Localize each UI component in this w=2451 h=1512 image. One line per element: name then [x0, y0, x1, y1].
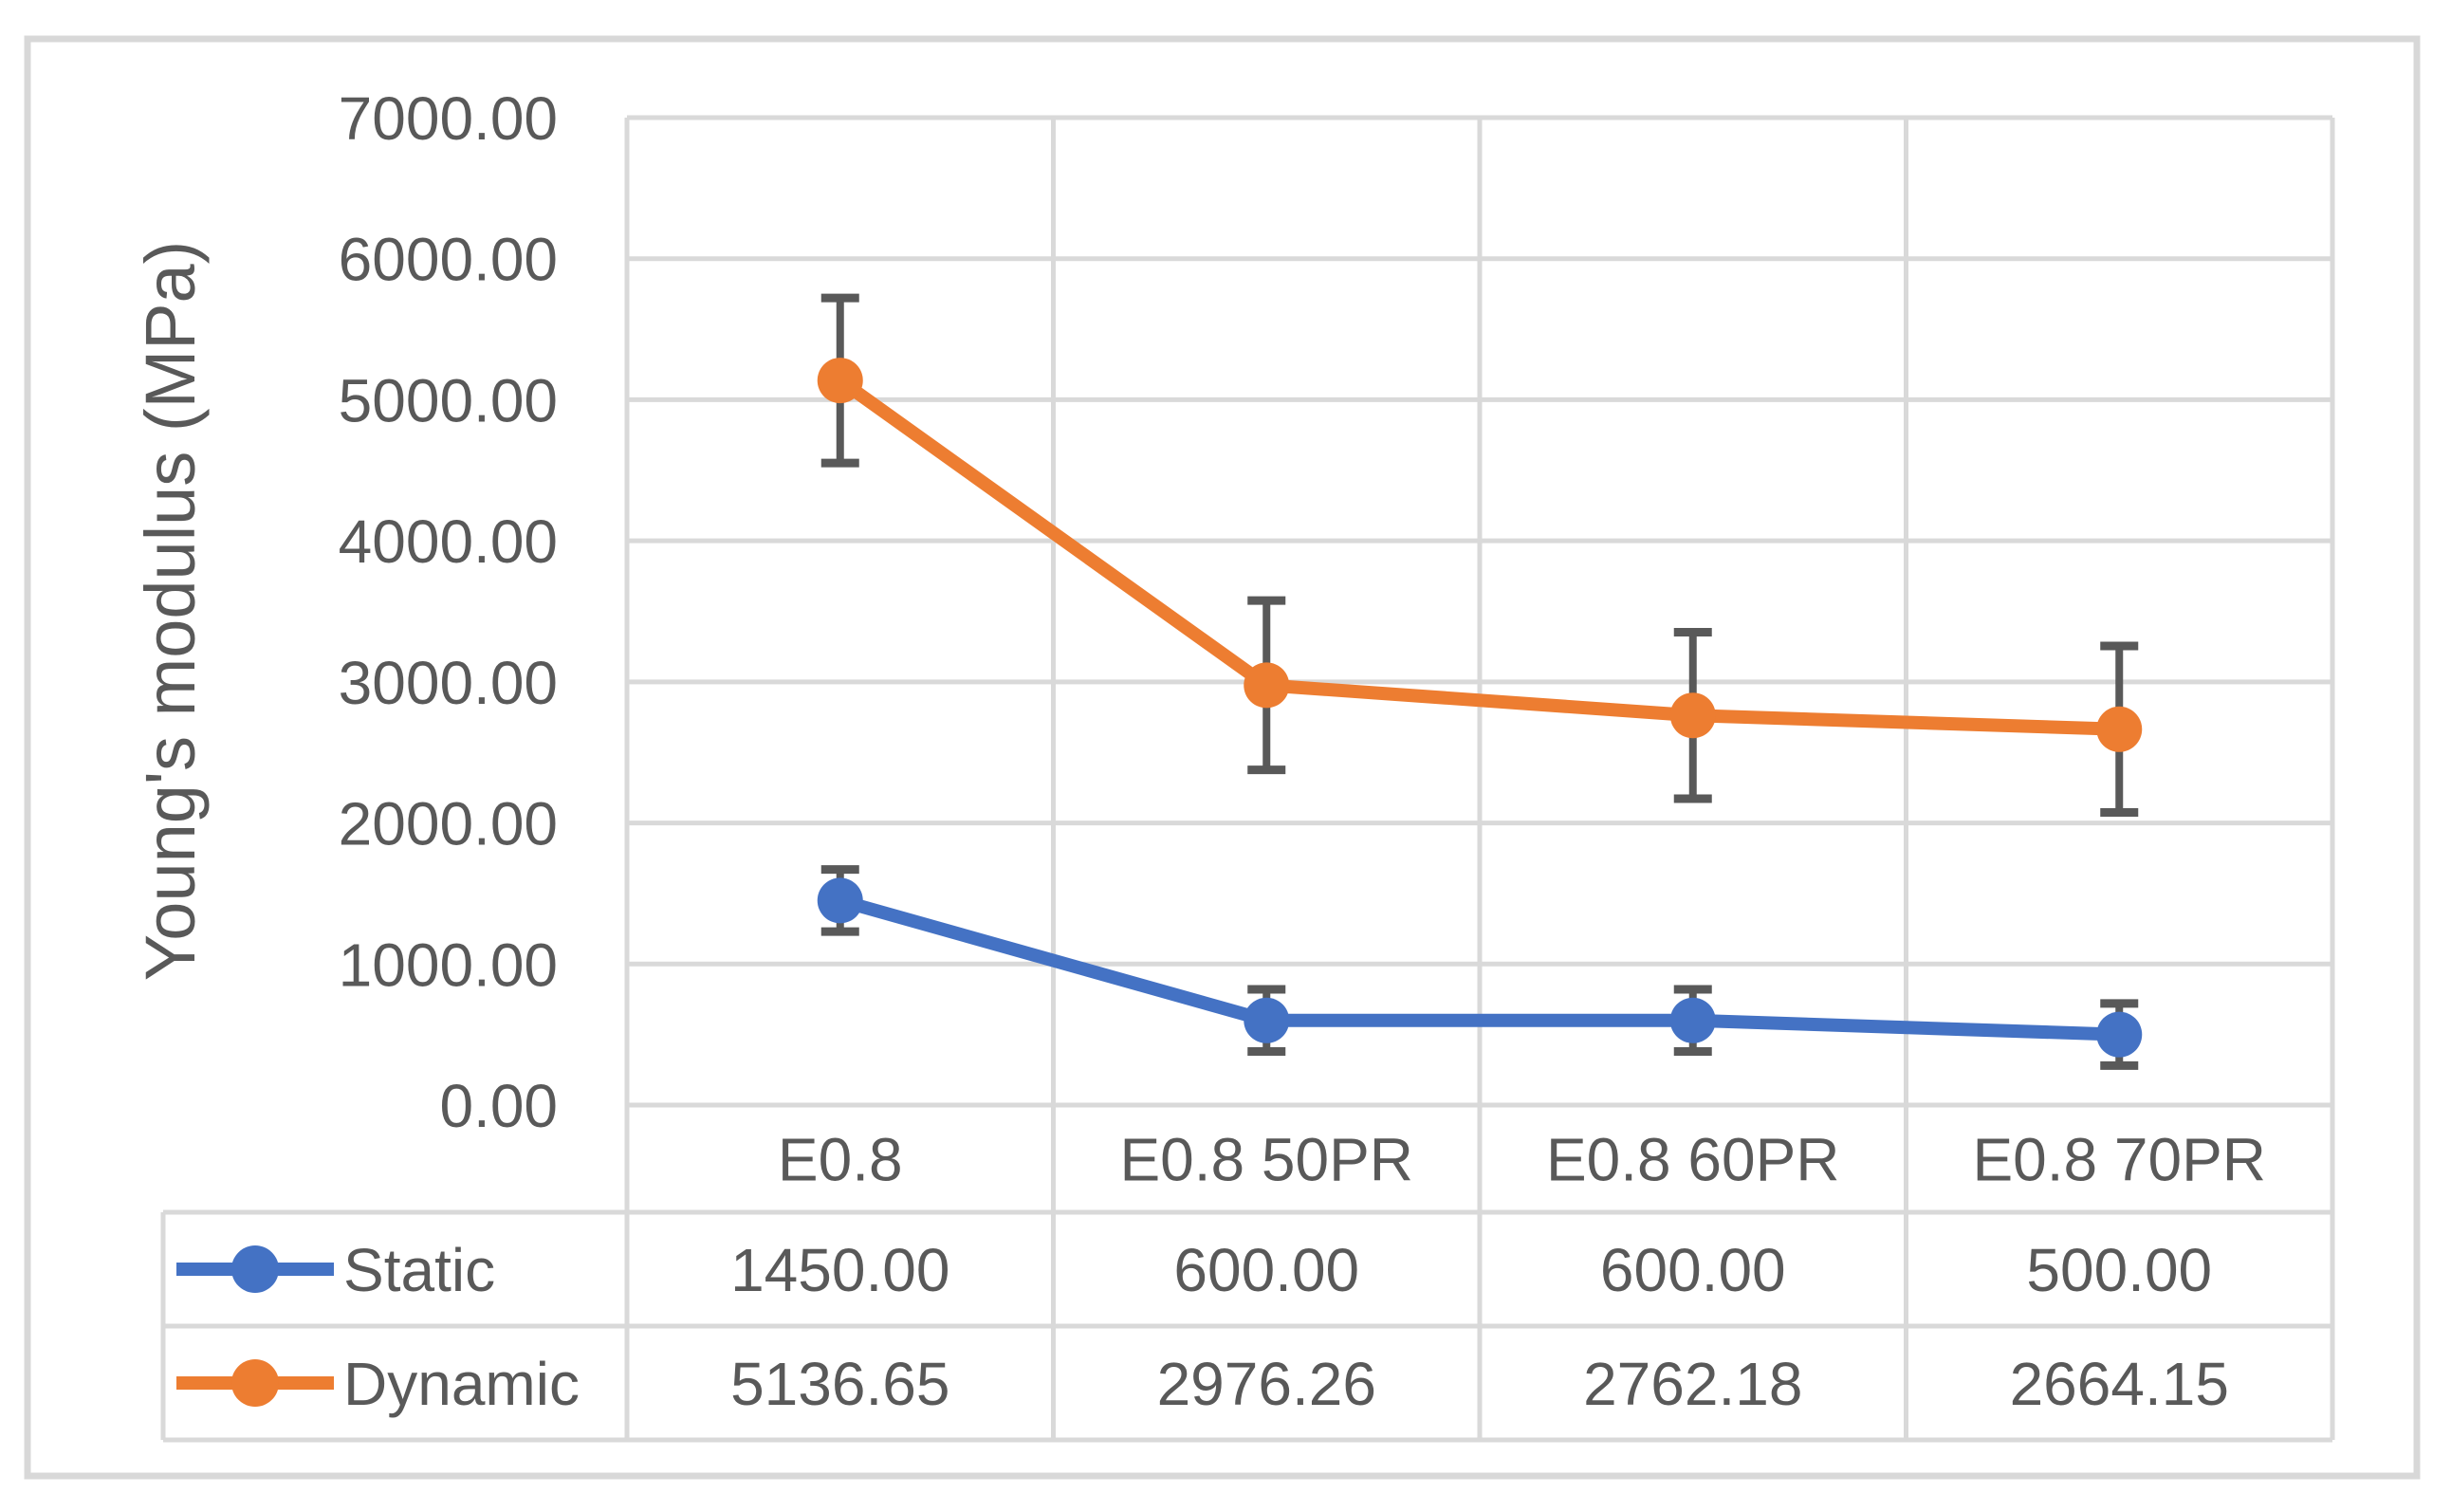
- category-label: E0.8 70PR: [1972, 1126, 2266, 1194]
- data-point-marker-dynamic: [1244, 662, 1290, 709]
- data-point-marker-static: [2096, 1011, 2143, 1058]
- data-point-marker-static: [817, 877, 863, 924]
- table-cell-value: 2976.26: [1157, 1350, 1376, 1418]
- legend-label: Static: [343, 1236, 495, 1304]
- data-point-marker-static: [1244, 997, 1290, 1043]
- table-cell-value: 1450.00: [730, 1236, 949, 1304]
- y-tick-label: 2000.00: [339, 790, 558, 858]
- y-tick-label: 6000.00: [339, 226, 558, 294]
- y-tick-label: 1000.00: [339, 931, 558, 999]
- y-axis-title: Young's modulus (MPa): [131, 241, 210, 982]
- data-point-marker-dynamic: [1669, 692, 1716, 739]
- chart-generated-layer: 0.00 1000.00 2000.00 3000.00 4000.00 5000.00 6…: [24, 35, 2421, 1480]
- table-cell-value: 2664.15: [2010, 1350, 2229, 1418]
- table-cell-value: 2762.18: [1583, 1350, 1802, 1418]
- table-cell-value: 600.00: [1600, 1236, 1786, 1304]
- table-cell-value: 5136.65: [730, 1350, 949, 1418]
- data-point-marker-static: [1669, 997, 1716, 1043]
- table-cell-value: 500.00: [2026, 1236, 2212, 1304]
- series-line-static: [838, 894, 2120, 1042]
- series-line-dynamic: [836, 375, 2120, 736]
- data-point-marker-dynamic: [2096, 706, 2143, 752]
- legend-label: Dynamic: [343, 1350, 580, 1418]
- y-tick-label: 5000.00: [339, 366, 558, 434]
- category-label: E0.8: [778, 1126, 903, 1194]
- y-tick-label: 7000.00: [339, 84, 558, 153]
- category-label: E0.8 50PR: [1119, 1126, 1413, 1194]
- y-tick-label: 4000.00: [339, 507, 558, 576]
- data-point-marker-dynamic: [817, 358, 863, 404]
- y-tick-label: 0.00: [439, 1072, 558, 1140]
- legend-key-marker-dynamic: [231, 1359, 279, 1407]
- figure-frame: [24, 35, 2421, 1480]
- category-label: E0.8 60PR: [1546, 1126, 1840, 1194]
- table-cell-value: 600.00: [1173, 1236, 1359, 1304]
- y-tick-label: 3000.00: [339, 649, 558, 717]
- legend-key-marker-static: [231, 1245, 279, 1293]
